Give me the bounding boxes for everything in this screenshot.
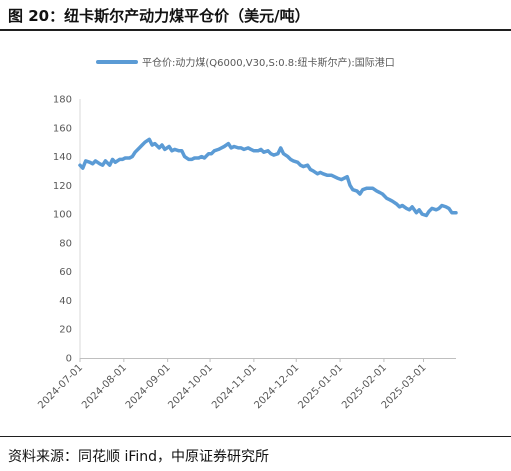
y-tick-label: 80: [59, 238, 72, 249]
y-tick-label: 100: [53, 210, 72, 221]
x-tick-label: 2024-12-01: [253, 362, 302, 411]
legend-label: 平仓价:动力煤(Q6000,V30,S:0.8:纽卡斯尔产):国际港口: [142, 56, 395, 69]
legend: 平仓价:动力煤(Q6000,V30,S:0.8:纽卡斯尔产):国际港口: [96, 56, 395, 69]
y-tick-label: 40: [59, 296, 72, 307]
x-tick-label: 2025-01-01: [296, 362, 345, 411]
x-tick-label: 2024-07-01: [36, 362, 85, 411]
y-axis-ticks: 0 20 40 60 80 100 120 140 160 180: [53, 95, 72, 365]
line-chart: 平仓价:动力煤(Q6000,V30,S:0.8:纽卡斯尔产):国际港口 0 20 4…: [36, 56, 458, 411]
y-tick-label: 120: [53, 181, 72, 192]
series-line: [78, 137, 458, 218]
figure-title: 图 20：纽卡斯尔产动力煤平仓价（美元/吨）: [8, 7, 310, 25]
y-tick-label: 0: [66, 354, 72, 365]
y-tick-label: 140: [53, 152, 72, 163]
x-tick-label: 2024-08-01: [80, 362, 129, 411]
source-rule: [0, 436, 511, 437]
x-axis-ticks: 2024-07-012024-08-012024-09-012024-10-01…: [36, 358, 429, 411]
source-note: 资料来源：同花顺 iFind，中原证券研究所: [8, 449, 270, 465]
y-tick-label: 160: [53, 123, 72, 134]
y-tick-label: 180: [53, 95, 72, 106]
x-tick-label: 2024-10-01: [166, 362, 215, 411]
y-tick-label: 60: [59, 267, 72, 278]
y-tick-label: 20: [59, 325, 72, 336]
title-rule: [0, 29, 511, 31]
